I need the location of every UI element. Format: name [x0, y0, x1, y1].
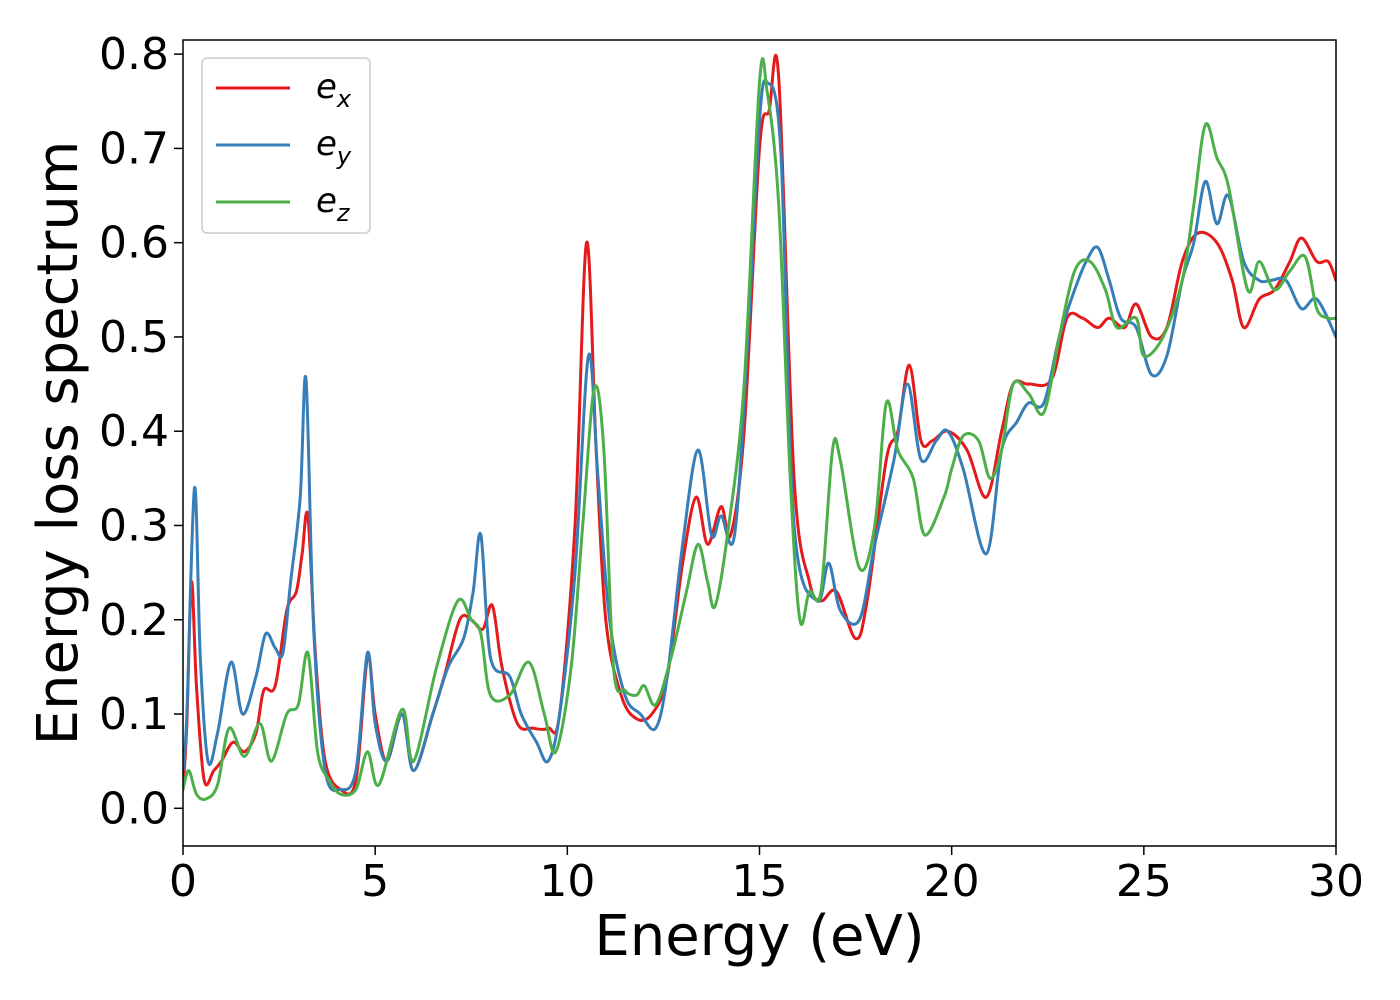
series-line-z: [183, 57, 1336, 801]
y-tick-label: 0.2: [99, 595, 169, 646]
legend-label-y: ey: [316, 124, 352, 170]
y-tick-label: 0.6: [99, 218, 169, 269]
x-tick-label: 20: [924, 856, 980, 907]
x-tick-label: 30: [1308, 856, 1364, 907]
y-tick-label: 0.3: [99, 500, 169, 551]
x-tick-label: 25: [1116, 856, 1172, 907]
series-line-y: [183, 78, 1336, 793]
y-axis-label: Energy loss spectrum: [26, 141, 91, 746]
x-tick-label: 0: [169, 856, 197, 907]
legend-label-z: ez: [316, 181, 351, 227]
y-tick-label: 0.8: [99, 29, 169, 80]
x-tick-label: 15: [732, 856, 788, 907]
y-tick-label: 0.7: [99, 123, 169, 174]
legend-label-x: ex: [316, 67, 352, 113]
y-tick-label: 0.0: [99, 783, 169, 834]
x-axis-label: Energy (eV): [594, 904, 924, 969]
series-lines-layer: [183, 54, 1336, 801]
x-tick-label: 10: [539, 856, 595, 907]
legend: ex ey ez: [201, 57, 371, 234]
axis-ticks-layer: 0 5 10 15 20 25 30 0.0 0.1 0.2 0.3 0.4 0.5 0.6 0.7 0.8: [99, 29, 1364, 907]
y-tick-label: 0.4: [99, 406, 169, 457]
y-tick-label: 0.5: [99, 312, 169, 363]
x-tick-label: 5: [361, 856, 389, 907]
y-tick-label: 0.1: [99, 689, 169, 740]
